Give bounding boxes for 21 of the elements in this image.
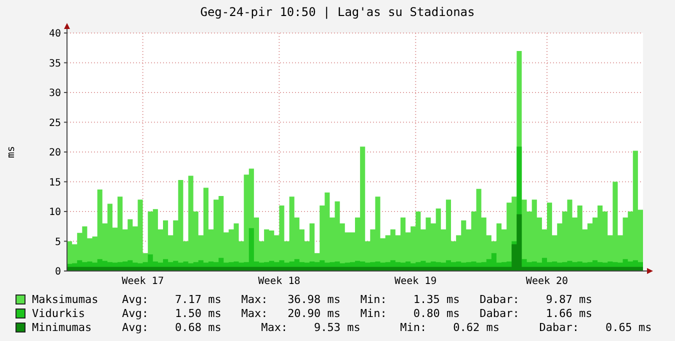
- legend-label: Minimumas: [32, 321, 92, 334]
- y-tick-label: 30: [48, 88, 61, 99]
- y-tick-label: 0: [54, 266, 61, 278]
- legend-label: Vidurkis: [32, 307, 85, 320]
- x-tick-label: Week 20: [526, 276, 568, 287]
- x-tick-label: Week 19: [394, 276, 437, 287]
- text: Avg: 7.17 ms Max: 36.98 ms Min: 1.35 ms Dabar: 9.87 ms: [122, 293, 592, 306]
- y-tick-label: 5: [54, 236, 61, 248]
- y-tick-label: 20: [48, 148, 61, 158]
- text: Avg: 0.68 ms Max: 9.53 ms Min: 0.62 ms Dabar: 0.65 ms: [122, 321, 652, 334]
- y-tick-label: 40: [48, 28, 61, 40]
- y-tick-label: 35: [48, 58, 61, 70]
- text: Avg: 1.50 ms Max: 20.90 ms Min: 0.80 ms Dabar: 1.66 ms: [122, 307, 592, 320]
- x-tick-label: Week 18: [258, 276, 300, 287]
- x-tick-label: Week 17: [122, 276, 164, 287]
- y-axis-title: ms: [6, 146, 17, 158]
- legend-label: Maksimumas: [32, 293, 98, 306]
- y-tick-label: 10: [48, 207, 61, 218]
- y-tick-label: 15: [48, 177, 61, 188]
- chart-title: Geg-24-pir 10:50 | Lag'as su Stadionas: [200, 5, 475, 19]
- y-tick-label: 25: [48, 118, 61, 129]
